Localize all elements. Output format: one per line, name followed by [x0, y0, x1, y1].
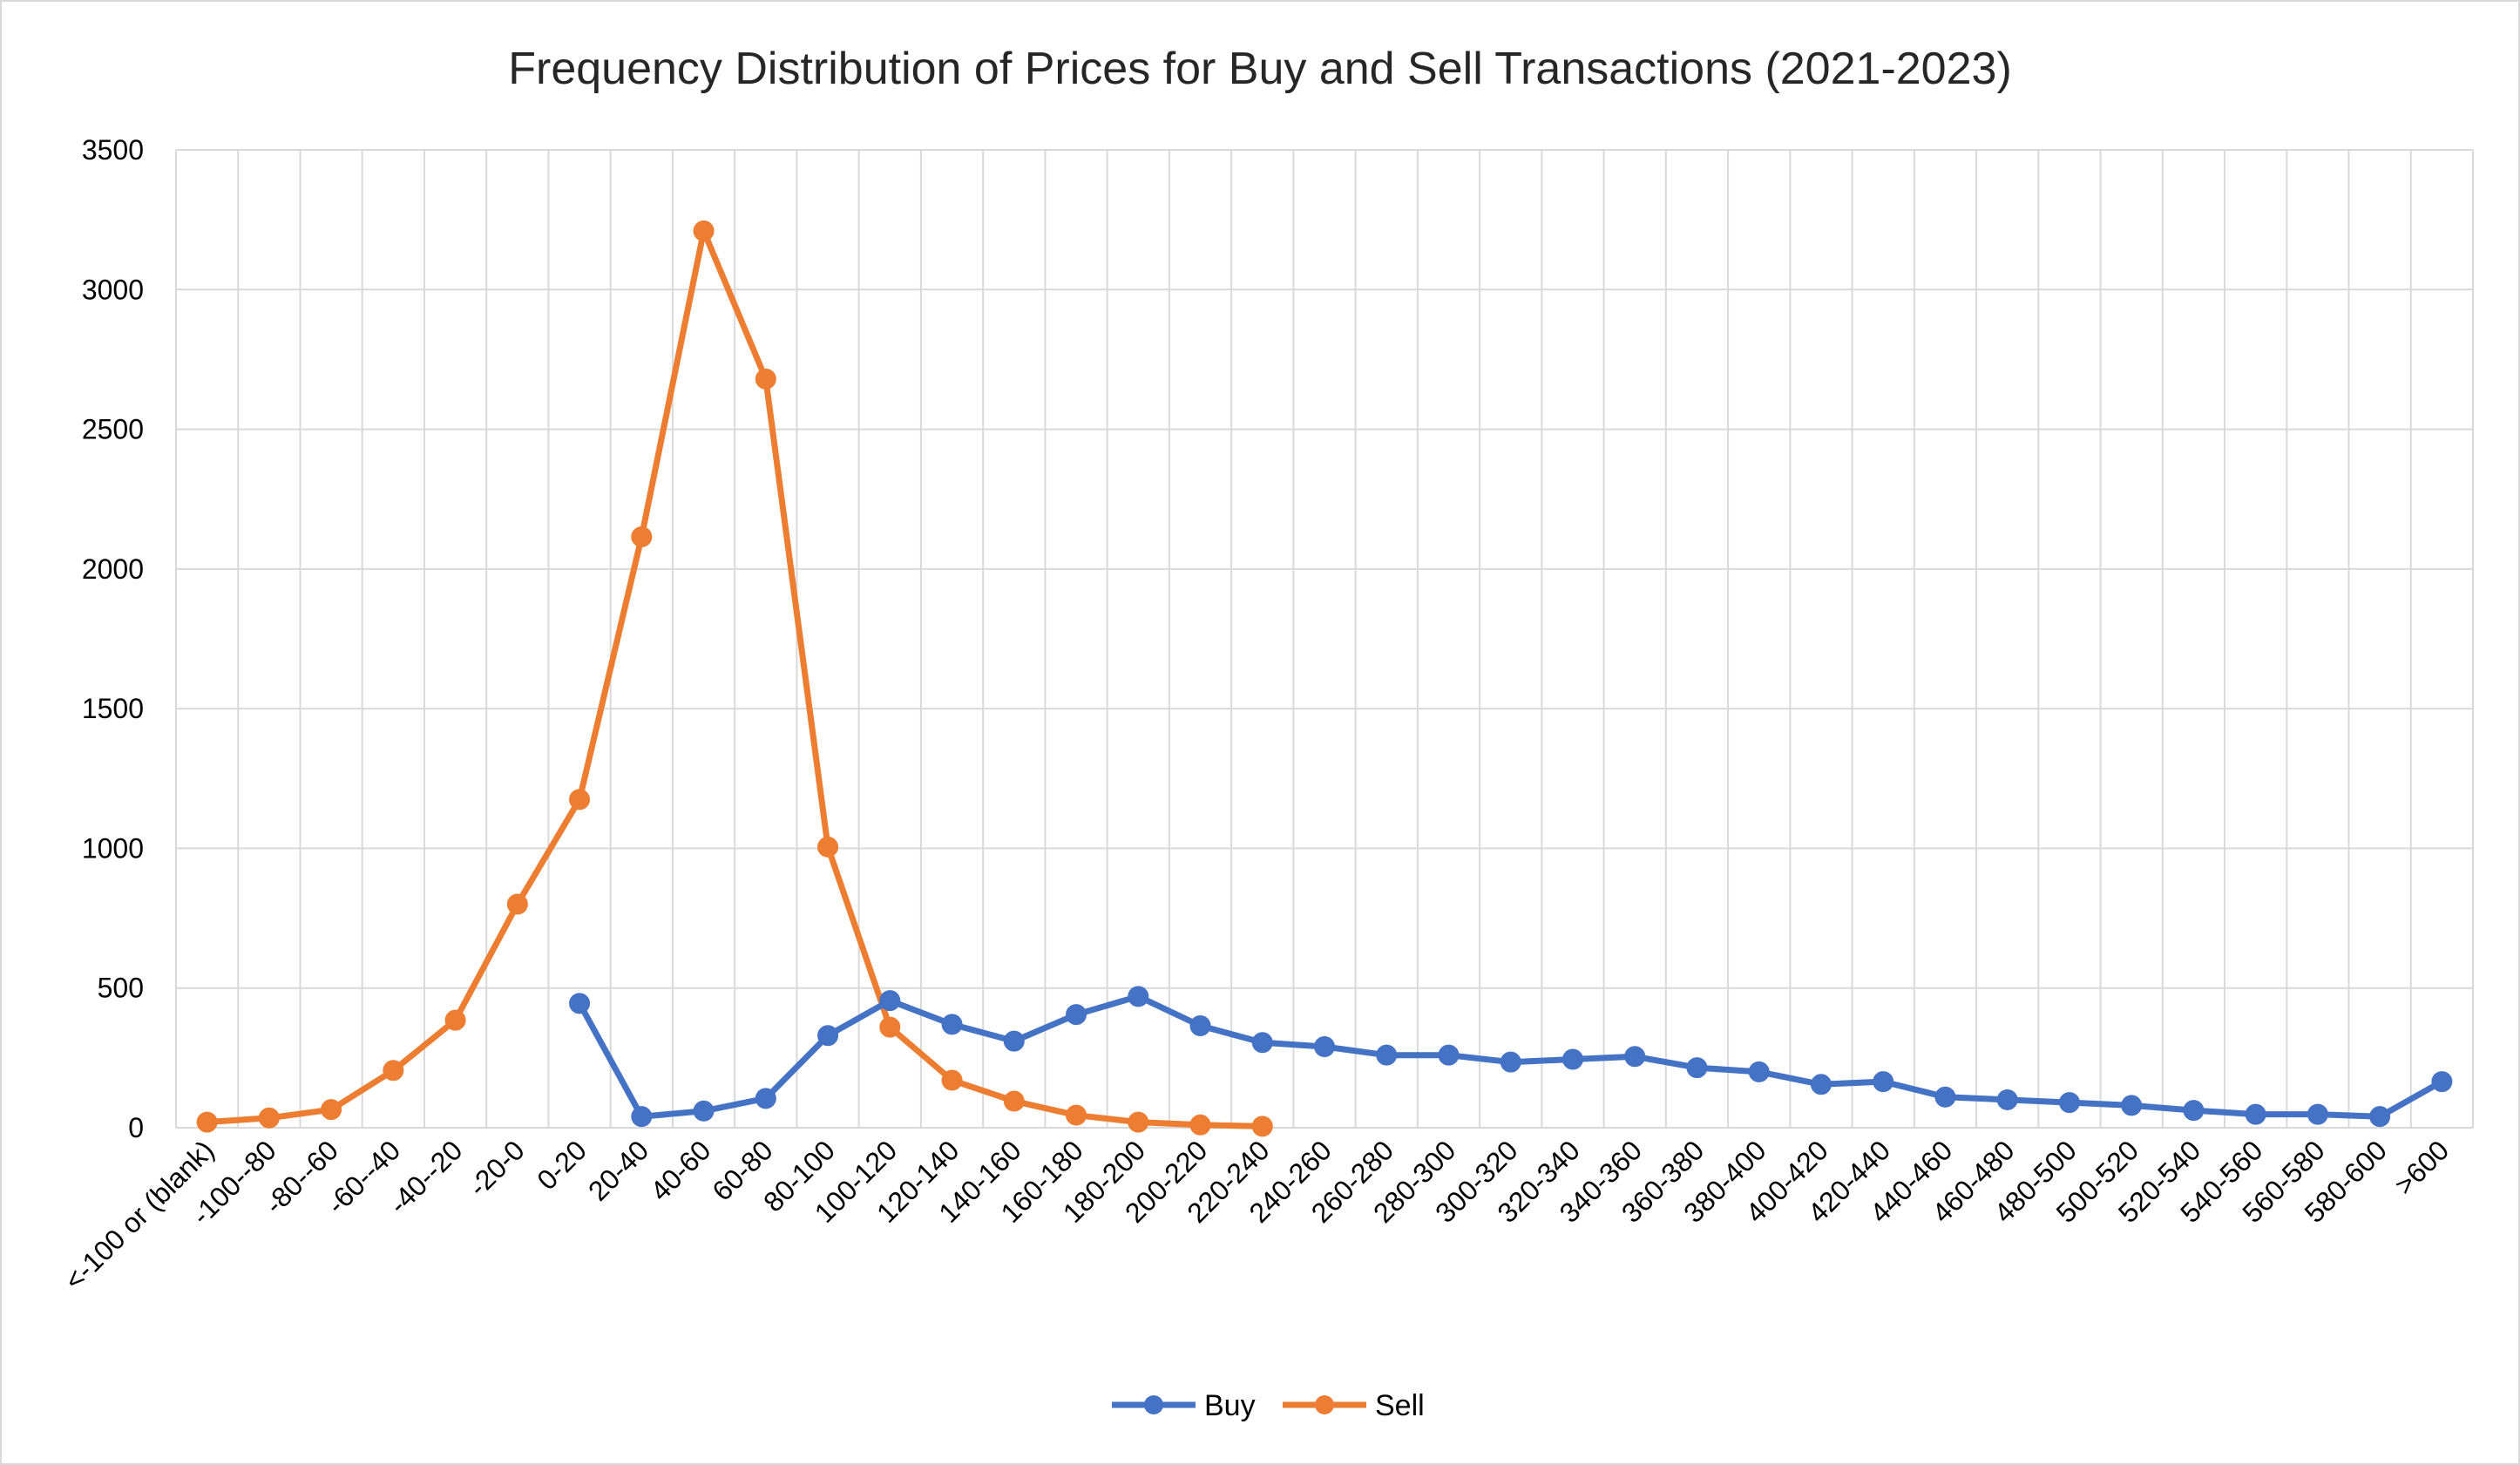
gridlines: [175, 149, 2474, 1129]
chart-title: Frequency Distribution of Prices for Buy…: [508, 44, 2012, 94]
sell-point[interactable]: [196, 1111, 218, 1133]
buy-point[interactable]: [1934, 1086, 1956, 1108]
legend-label: Sell: [1375, 1389, 1425, 1422]
buy-point[interactable]: [2183, 1100, 2205, 1122]
sell-point[interactable]: [444, 1009, 466, 1031]
buy-point[interactable]: [817, 1025, 839, 1047]
sell-point[interactable]: [941, 1069, 963, 1091]
legend[interactable]: Buy Sell: [1112, 1389, 1425, 1422]
sell-point[interactable]: [1189, 1114, 1211, 1136]
x-tick-label: >600: [2388, 1134, 2455, 1200]
legend-marker: [1315, 1395, 1334, 1414]
sell-point[interactable]: [879, 1016, 901, 1038]
sell-point[interactable]: [1003, 1090, 1025, 1112]
y-tick-label: 2500: [82, 414, 144, 445]
legend-label: Buy: [1204, 1389, 1256, 1422]
buy-point[interactable]: [1873, 1071, 1894, 1093]
buy-point[interactable]: [1500, 1051, 1521, 1073]
y-tick-label: 500: [98, 973, 144, 1004]
sell-point[interactable]: [693, 220, 715, 241]
buy-point[interactable]: [693, 1100, 715, 1122]
buy-point[interactable]: [941, 1014, 963, 1035]
buy-point[interactable]: [1376, 1044, 1398, 1066]
buy-point[interactable]: [1003, 1030, 1025, 1052]
legend-item-sell[interactable]: Sell: [1283, 1389, 1425, 1422]
buy-point[interactable]: [1189, 1014, 1211, 1036]
y-tick-label: 3000: [82, 274, 144, 305]
buy-point[interactable]: [631, 1106, 653, 1128]
buy-point[interactable]: [1561, 1048, 1583, 1070]
sell-point[interactable]: [258, 1107, 280, 1129]
sell-point[interactable]: [383, 1060, 404, 1082]
buy-point[interactable]: [1314, 1036, 1335, 1058]
buy-point[interactable]: [569, 993, 591, 1014]
buy-point[interactable]: [1810, 1074, 1832, 1095]
buy-point[interactable]: [1438, 1044, 1460, 1066]
buy-point[interactable]: [1128, 986, 1149, 1007]
sell-point[interactable]: [506, 893, 528, 915]
legend-item-buy[interactable]: Buy: [1112, 1389, 1256, 1422]
sell-point[interactable]: [631, 526, 653, 547]
buy-point[interactable]: [755, 1088, 776, 1109]
y-tick-label: 1000: [82, 832, 144, 864]
buy-point[interactable]: [1624, 1046, 1646, 1068]
buy-point[interactable]: [2121, 1095, 2143, 1116]
x-tick-label: 40-60: [644, 1134, 716, 1206]
sell-point[interactable]: [817, 836, 839, 858]
y-axis-ticks: 0 500 1000 1500 2000 2500 3000 3500: [82, 134, 144, 1143]
legend-marker: [1144, 1395, 1163, 1414]
sell-point[interactable]: [755, 368, 776, 390]
buy-point[interactable]: [2369, 1106, 2391, 1128]
y-tick-label: 1500: [82, 693, 144, 724]
buy-point[interactable]: [1251, 1032, 1273, 1054]
sell-point[interactable]: [1066, 1104, 1087, 1126]
buy-point[interactable]: [2431, 1071, 2453, 1093]
x-tick-label: -20-0: [463, 1134, 531, 1202]
sell-point[interactable]: [1128, 1111, 1149, 1133]
x-axis-ticks: <-100 or (blank)-100--80-80--60-60--40-4…: [58, 1134, 2456, 1296]
buy-point[interactable]: [1066, 1004, 1087, 1026]
sell-point[interactable]: [569, 789, 591, 810]
buy-point[interactable]: [2307, 1103, 2328, 1125]
buy-point[interactable]: [879, 990, 901, 1012]
buy-point[interactable]: [1686, 1057, 1708, 1079]
data-series: [196, 220, 2453, 1137]
sell-point[interactable]: [1251, 1116, 1273, 1137]
buy-point[interactable]: [1748, 1061, 1770, 1082]
series-buy: [569, 986, 2453, 1128]
y-tick-label: 2000: [82, 553, 144, 585]
y-tick-label: 0: [128, 1112, 144, 1143]
sell-point[interactable]: [321, 1099, 342, 1121]
y-tick-label: 3500: [82, 134, 144, 166]
x-tick-label: 20-40: [582, 1134, 654, 1206]
buy-point[interactable]: [1996, 1089, 2018, 1110]
buy-point[interactable]: [2245, 1103, 2266, 1125]
series-sell: [196, 220, 1273, 1137]
buy-point[interactable]: [2058, 1092, 2080, 1114]
